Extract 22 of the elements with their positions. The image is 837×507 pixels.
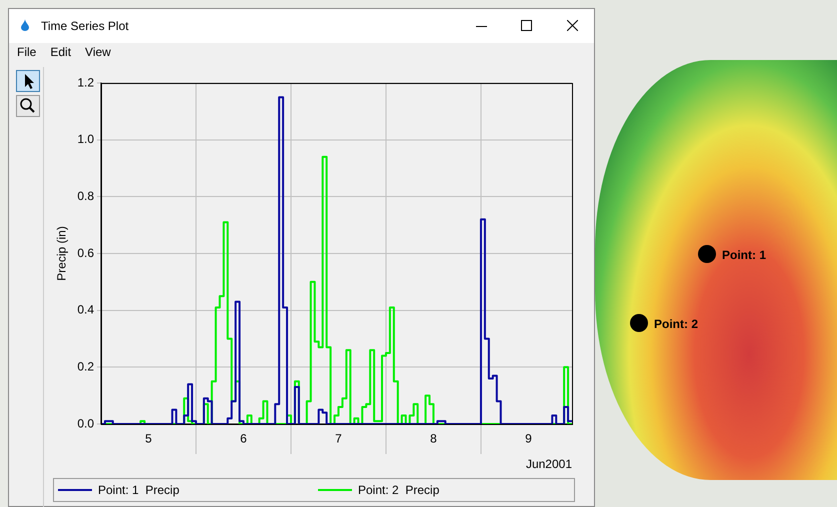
- text: File: [17, 45, 36, 59]
- legend-label: Point: 1 Precip: [98, 483, 180, 497]
- text: Point: 1: [722, 248, 766, 262]
- y-tick-label: 1.2: [77, 75, 94, 90]
- x-axis-title: Jun2001: [526, 457, 572, 472]
- legend-label: Point: 2 Precip: [358, 483, 440, 497]
- text: Edit: [50, 45, 72, 59]
- y-tick-label: 0.0: [77, 416, 94, 430]
- x-tick-label: 8: [430, 432, 438, 446]
- y-tick-label: 1.0: [77, 132, 94, 146]
- y-tick-label: 0.6: [77, 246, 94, 260]
- y-axis-title: Precip (in): [54, 226, 69, 281]
- x-tick-label: 5: [145, 432, 152, 446]
- y-tick-label: 0.2: [77, 359, 94, 374]
- x-tick-label: 7: [335, 432, 342, 446]
- y-tick-label: 0.8: [77, 188, 94, 203]
- x-tick-label: 9: [525, 432, 532, 446]
- text: Point: 2: [654, 317, 698, 331]
- text: View: [85, 45, 111, 59]
- x-tick-label: 6: [240, 432, 248, 446]
- chart-title: Time Series Plot: [41, 19, 129, 33]
- y-tick-label: 0.4: [77, 302, 94, 317]
